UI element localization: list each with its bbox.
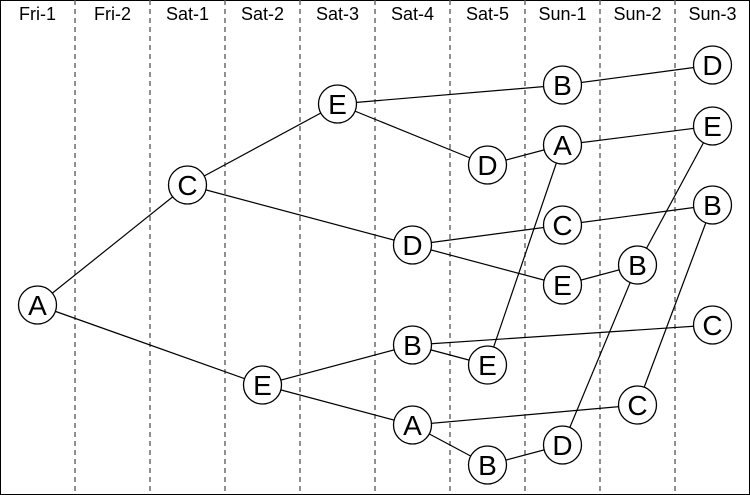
node: E [242, 365, 283, 405]
column-header: Sat-4 [391, 4, 434, 24]
node-circle [692, 305, 733, 345]
node-label: C [552, 210, 572, 241]
node-label: E [478, 350, 497, 381]
node-circle [392, 405, 433, 445]
column-header: Sat-5 [466, 4, 509, 24]
node-label: A [28, 290, 47, 321]
edge [561, 264, 639, 446]
node: E [692, 106, 733, 146]
edge [337, 84, 563, 105]
node-circle [542, 205, 583, 245]
edge [262, 344, 413, 386]
edge [412, 224, 563, 246]
node: D [542, 425, 583, 465]
node-label: C [702, 310, 722, 341]
edge [262, 384, 413, 426]
edge [37, 184, 188, 306]
edge [412, 244, 563, 286]
column-header: Sat-3 [316, 4, 359, 24]
node: A [392, 405, 433, 445]
column-header: Sun-3 [688, 4, 736, 24]
edge [562, 204, 713, 226]
node-circle [617, 385, 658, 425]
node-label: A [553, 130, 572, 161]
node-circle [167, 165, 208, 205]
node: C [692, 305, 733, 345]
node-label: B [628, 250, 647, 281]
node: B [392, 325, 433, 365]
node-circle [242, 365, 283, 405]
node: A [17, 285, 58, 325]
node-circle [542, 125, 583, 165]
column-header: Sun-1 [538, 4, 586, 24]
node-circle [467, 345, 508, 385]
edge [187, 184, 413, 246]
node-label: E [253, 370, 272, 401]
edge [37, 304, 263, 386]
column-header: Sun-2 [613, 4, 661, 24]
node: B [467, 445, 508, 485]
node-label: A [403, 410, 422, 441]
column-header: Sat-1 [166, 4, 209, 24]
node-label: D [552, 430, 572, 461]
edge [636, 204, 714, 406]
node-circle [692, 106, 733, 146]
node-label: D [477, 150, 497, 181]
node: E [317, 84, 358, 124]
node: C [542, 205, 583, 245]
node-label: E [328, 89, 347, 120]
node-circle [392, 225, 433, 265]
node-circle [617, 245, 658, 285]
column-header: Fri-1 [19, 4, 56, 24]
edge [412, 324, 713, 346]
node: E [542, 265, 583, 305]
node-circle [692, 185, 733, 225]
edge [562, 125, 713, 146]
node-label: B [403, 330, 422, 361]
node-label: E [553, 270, 572, 301]
column-header: Sat-2 [241, 4, 284, 24]
column-headers: Fri-1 Fri-2 Sat-1 Sat-2 Sat-3 Sat-4 Sat-5 Sun-1… [19, 4, 737, 24]
node: B [617, 245, 658, 285]
edge [337, 103, 488, 166]
node-circle [467, 445, 508, 485]
edge [562, 64, 713, 86]
node-label: B [478, 450, 497, 481]
edge [412, 404, 638, 426]
node: C [617, 385, 658, 425]
edge [636, 125, 714, 266]
node-circle [692, 45, 733, 85]
node-circle [317, 84, 358, 124]
node: A [542, 125, 583, 165]
node-circle [542, 425, 583, 465]
node-circle [392, 325, 433, 365]
node: E [467, 345, 508, 385]
node: C [167, 165, 208, 205]
node-label: E [703, 111, 722, 142]
node-label: C [627, 390, 647, 421]
node-label: D [702, 50, 722, 81]
node-circle [467, 145, 508, 185]
node-circle [17, 285, 58, 325]
edge [486, 144, 564, 366]
node: B [692, 185, 733, 225]
node-circle [542, 265, 583, 305]
node-label: B [703, 190, 722, 221]
node: B [542, 65, 583, 105]
node-label: D [402, 230, 422, 261]
node: D [692, 45, 733, 85]
node-circle [542, 65, 583, 105]
node: D [467, 145, 508, 185]
column-header: Fri-2 [94, 4, 131, 24]
edge [187, 103, 338, 186]
node: D [392, 225, 433, 265]
node-label: C [177, 170, 197, 201]
node-label: B [553, 70, 572, 101]
column-dividers [74, 0, 676, 495]
